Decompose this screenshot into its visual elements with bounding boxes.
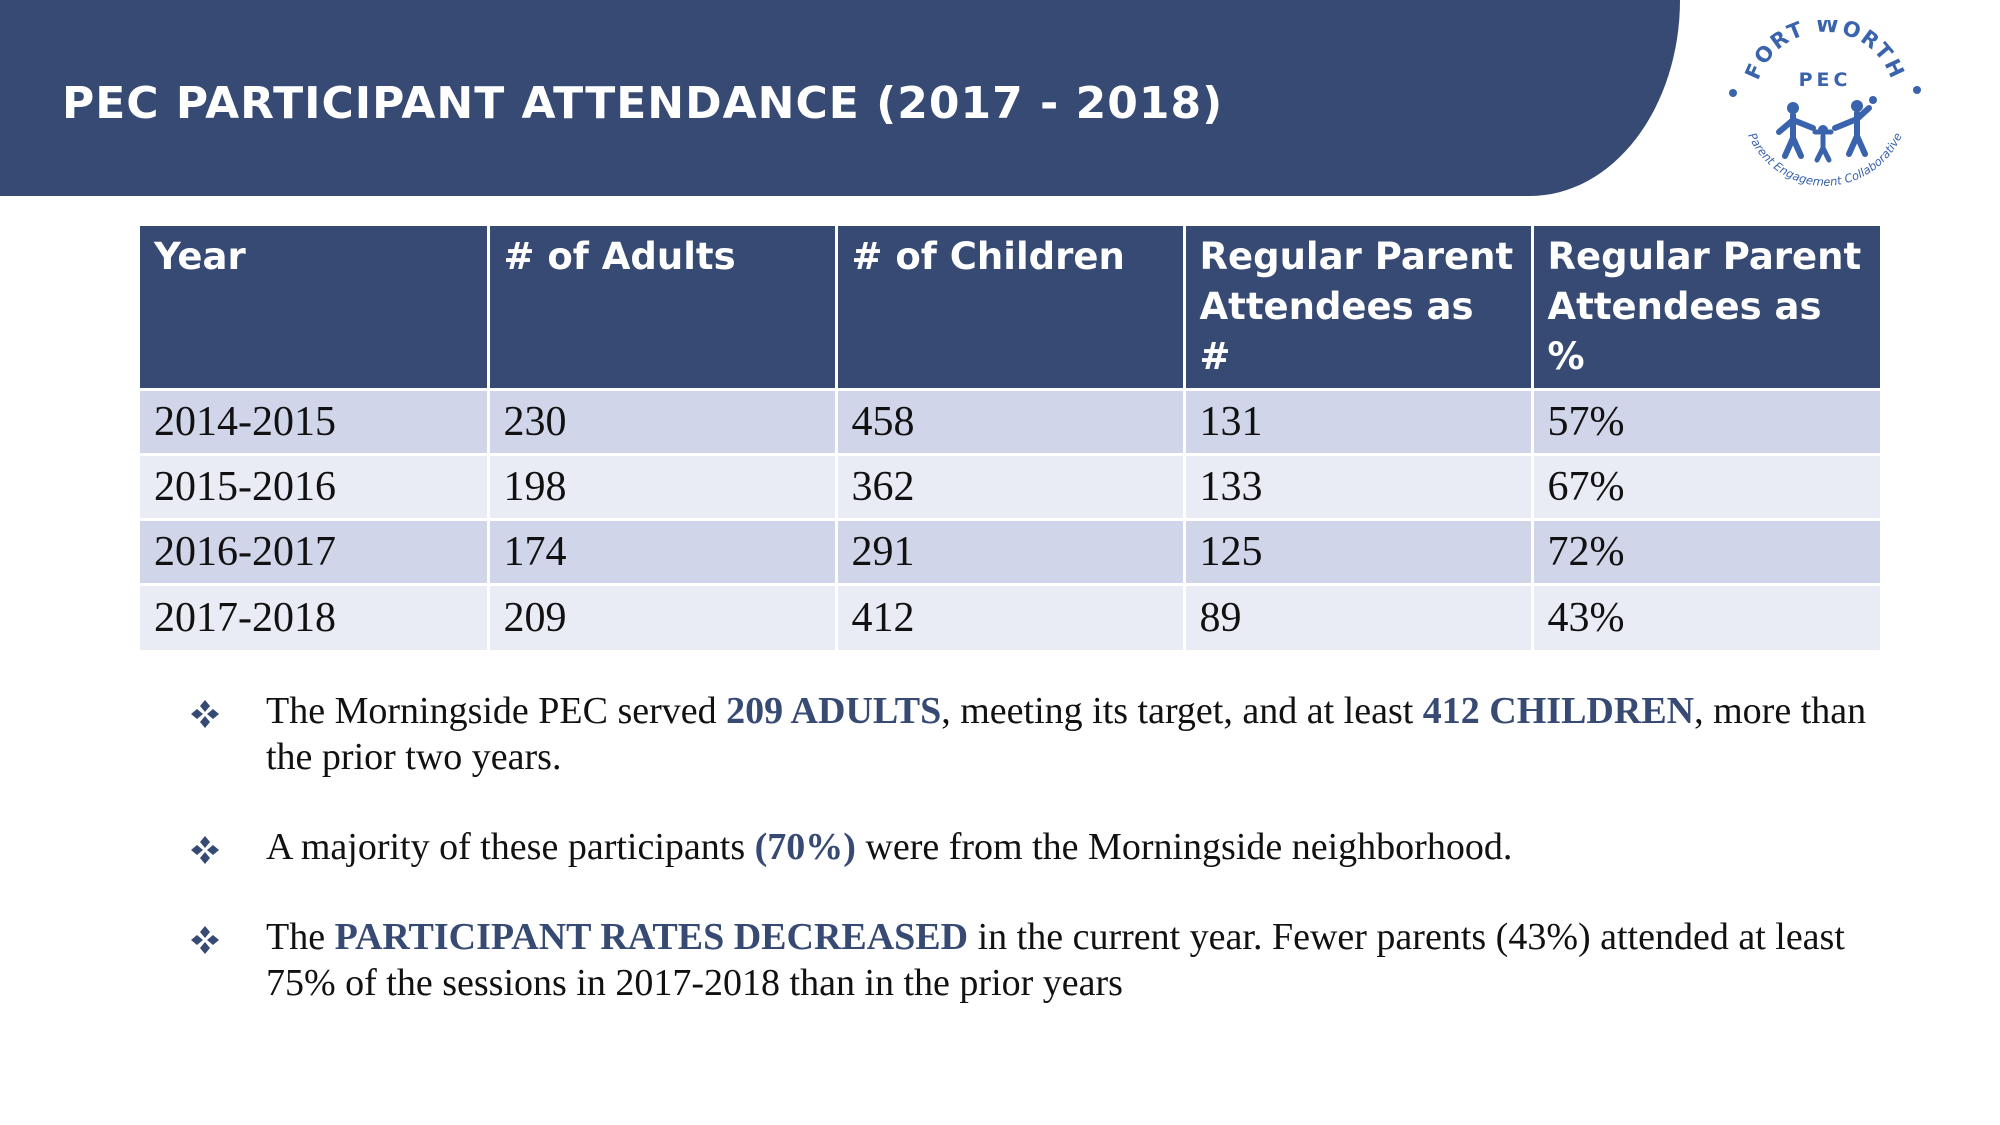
cell-regular-percent: 72% [1530,518,1880,585]
bullet-text-part: A majority of these participants [266,826,755,868]
cell-children: 362 [834,453,1184,520]
header-band [0,0,1680,196]
attendance-table: Year # of Adults # of Children Regular P… [140,226,1880,650]
header-adults: # of Adults [486,226,836,390]
table-header-row: Year # of Adults # of Children Regular P… [140,226,1880,390]
summary-bullets: The Morningside PEC served 209 ADULTS, m… [190,688,1890,1050]
cell-adults: 174 [486,518,836,585]
cell-year: 2015-2016 [140,453,488,520]
bullet-item: A majority of these participants (70%) w… [190,824,1890,870]
diamond-bullet-icon [191,836,219,864]
header-regular-number: Regular Parent Attendees as # [1182,226,1532,390]
cell-regular-number: 125 [1182,518,1532,585]
bullet-highlight: 209 ADULTS [726,690,942,732]
bullet-text-part: , more than the prior two years. [266,690,1867,778]
cell-regular-number: 133 [1182,453,1532,520]
diamond-bullet-icon [191,700,219,728]
cell-regular-percent: 43% [1530,583,1880,650]
table-row: 2014-2015 230 458 131 57% [140,388,1880,455]
bullet-item: The PARTICIPANT RATES DECREASED in the c… [190,914,1890,1006]
cell-regular-percent: 57% [1530,388,1880,455]
diamond-bullet-icon [191,926,219,954]
table-row: 2015-2016 198 362 133 67% [140,453,1880,520]
page-title: PEC PARTICIPANT ATTENDANCE (2017 - 2018) [62,78,1224,129]
cell-year: 2014-2015 [140,388,488,455]
bullet-text-part: , meeting its target, and at least [941,690,1423,732]
table-row: 2017-2018 209 412 89 43% [140,583,1880,650]
bullet-item: The Morningside PEC served 209 ADULTS, m… [190,688,1890,780]
bullet-highlight: (70%) [754,826,856,868]
header-children: # of Children [834,226,1184,390]
bullet-text-part: The [266,916,335,958]
cell-adults: 209 [486,583,836,650]
cell-year: 2017-2018 [140,583,488,650]
cell-regular-percent: 67% [1530,453,1880,520]
family-icon [1776,96,1877,163]
table-row: 2016-2017 174 291 125 72% [140,518,1880,585]
bullet-highlight: 412 CHILDREN [1422,690,1695,732]
cell-children: 412 [834,583,1184,650]
logo-middle-text: PEC [1799,69,1852,91]
cell-adults: 230 [486,388,836,455]
header-regular-percent: Regular Parent Attendees as % [1530,226,1880,390]
cell-children: 291 [834,518,1184,585]
bullet-highlight: PARTICIPANT RATES DECREASED [334,916,969,958]
cell-regular-number: 131 [1182,388,1532,455]
cell-year: 2016-2017 [140,518,488,585]
bullet-text-part: The Morningside PEC served [266,690,727,732]
cell-regular-number: 89 [1182,583,1532,650]
cell-adults: 198 [486,453,836,520]
cell-children: 458 [834,388,1184,455]
fort-worth-pec-logo: FORT WORTH PEC Parent Engagement Collabo… [1715,20,1935,205]
bullet-text-part: were from the Morningside neighborhood. [855,826,1513,868]
bullet-text-part: in the current year. Fewer parents (43%)… [266,916,1845,1004]
header-year: Year [140,226,488,390]
